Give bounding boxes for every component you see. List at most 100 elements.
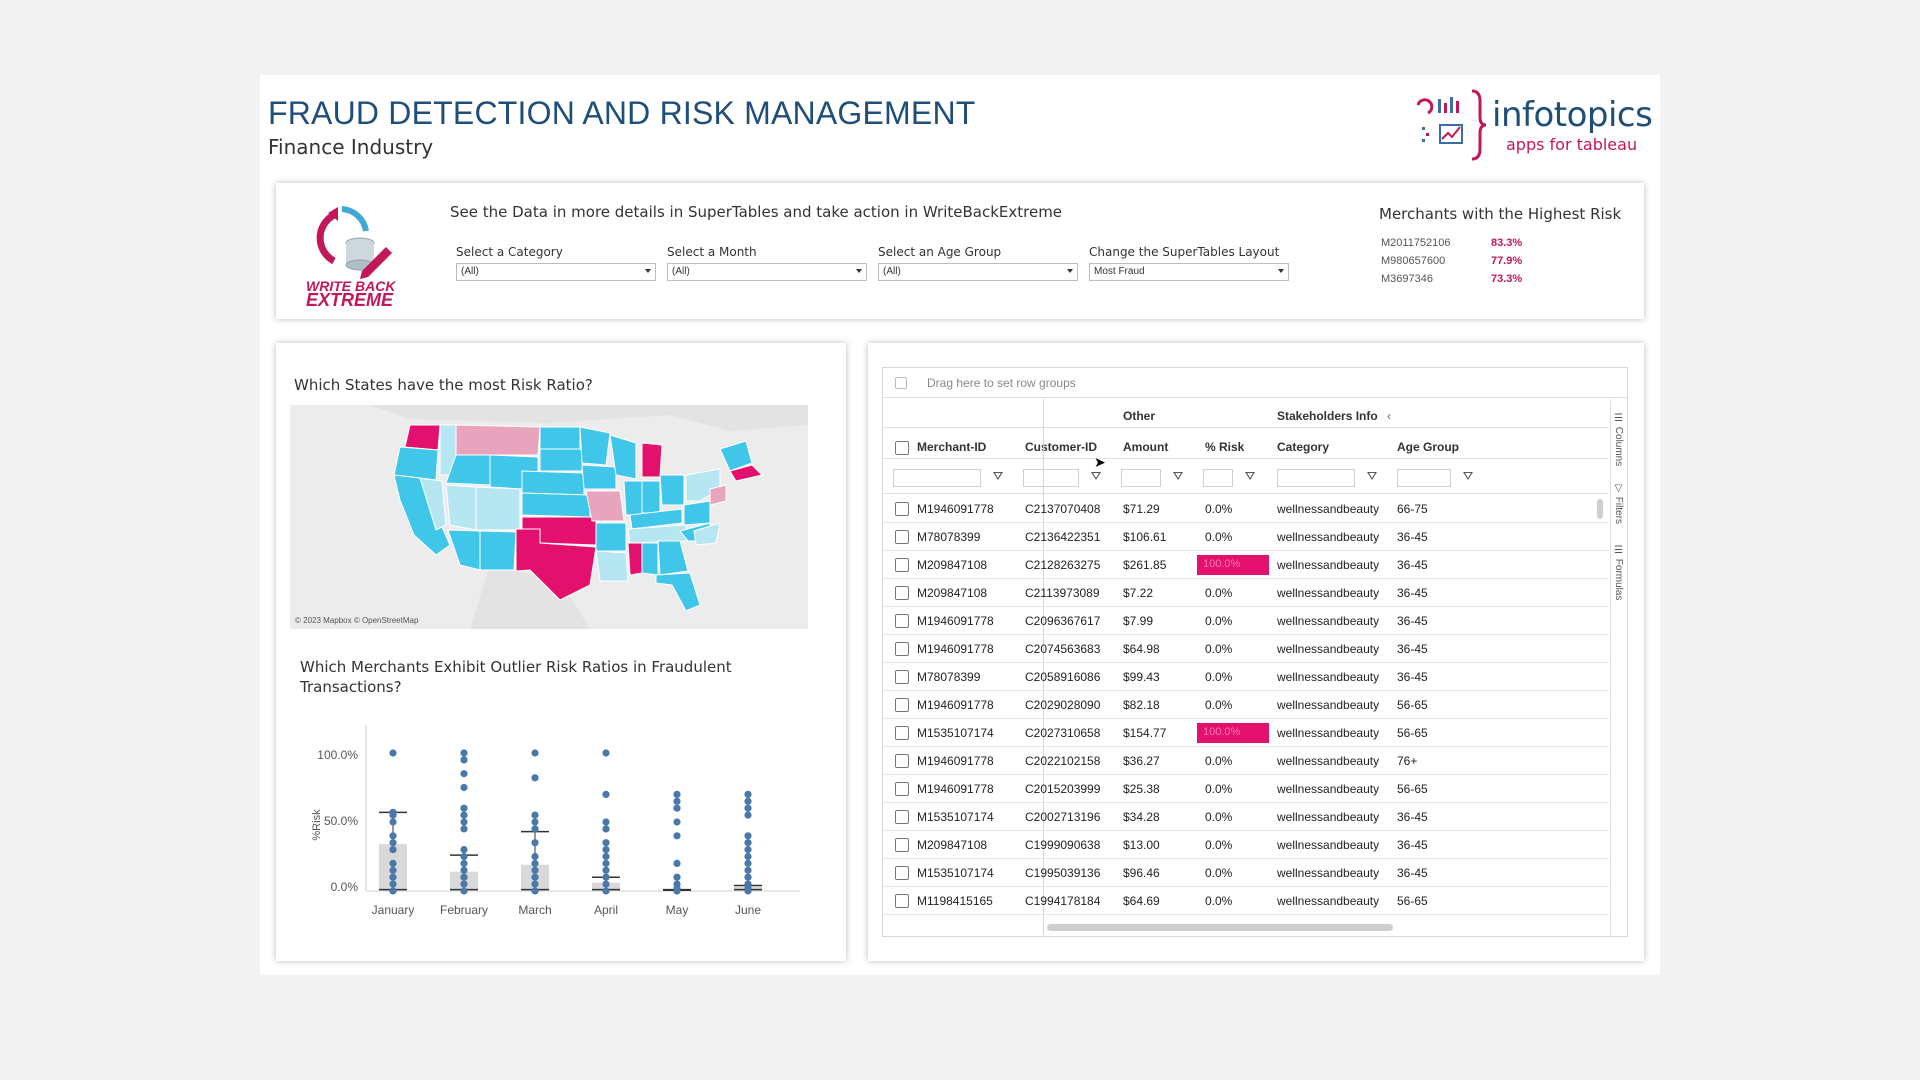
age-group-select[interactable]: (All) [878,263,1078,281]
row-checkbox[interactable] [895,558,909,572]
highest-risk-item[interactable]: M3697346 73.3% [1381,273,1522,285]
table-row[interactable]: M1946091778 C2137070408 $71.29 0.0% wellness… [883,495,1609,523]
row-checkbox[interactable] [895,838,909,852]
highest-risk-item[interactable]: M980657600 77.9% [1381,255,1522,267]
row-checkbox[interactable] [895,586,909,600]
amount-filter-input[interactable] [1121,469,1161,487]
columns-tool[interactable]: ☰ Columns [1613,413,1624,466]
data-point [531,852,539,861]
data-point [531,774,539,782]
column-header-merchant-id[interactable]: Merchant-ID [917,440,987,454]
select-all-checkbox[interactable] [895,441,909,455]
category-cell: wellnessandbeauty [1277,670,1380,684]
group-header-other[interactable]: Other [1123,409,1156,423]
layout-select[interactable]: Most Fraud [1089,263,1289,281]
row-checkbox[interactable] [895,642,909,656]
column-header-customer-id[interactable]: Customer-ID [1025,440,1098,454]
row-checkbox[interactable] [895,726,909,740]
risk-filter-input[interactable] [1203,469,1233,487]
column-header-age-group[interactable]: Age Group [1397,440,1459,454]
customer-id-cell: C2128263275 [1025,558,1101,572]
table-row[interactable]: M1535107174 C2027310658 $154.77 100.0% welln… [883,719,1609,747]
row-checkbox[interactable] [895,614,909,628]
filter-icon[interactable] [1091,472,1101,480]
category-cell: wellnessandbeauty [1277,810,1380,824]
filter-icon[interactable] [1245,472,1255,480]
table-row[interactable]: M1535107174 C2002713196 $34.28 0.0% wellness… [883,803,1609,831]
data-point [744,859,752,867]
risk-cell: 0.0% [1205,810,1233,824]
boxplot-marks [379,749,762,895]
row-checkbox[interactable] [895,530,909,544]
category-select[interactable]: (All) [456,263,656,281]
row-checkbox[interactable] [895,670,909,684]
age-group-filter: Select an Age Group (All) [878,245,1078,281]
filter-icon[interactable] [1367,472,1377,480]
filter-icon[interactable] [993,472,1003,480]
filter-icon[interactable] [1173,472,1183,480]
merchant-id: M980657600 [1381,255,1446,267]
boxplot-axes: %Risk 100.0% 50.0% 0.0% January February… [311,725,800,917]
column-header-category[interactable]: Category [1277,440,1330,454]
data-point [744,852,752,861]
table-row[interactable]: M1946091778 C2022102158 $36.27 0.0% wellness… [883,747,1609,775]
x-tick-label: March [518,903,551,917]
row-checkbox[interactable] [895,502,909,516]
table-row[interactable]: M78078399 C2136422351 $106.61 0.0% wellnessa… [883,523,1609,551]
data-point [673,873,681,881]
header-divider [883,427,1609,428]
row-checkbox[interactable] [895,866,909,880]
table-row[interactable]: M1535107174 C1995039136 $96.46 0.0% wellness… [883,859,1609,887]
row-group-dropzone[interactable]: Drag here to set row groups [883,368,1627,398]
table-row[interactable]: M1946091778 C2096367617 $7.99 0.0% wellnessa… [883,607,1609,635]
group-header-stakeholders[interactable]: Stakeholders Info ‹ [1277,409,1391,423]
row-checkbox[interactable] [895,894,909,908]
age-filter-input[interactable] [1397,469,1451,487]
merchant-filter-input[interactable] [893,469,981,487]
category-cell: wellnessandbeauty [1277,754,1380,768]
age-group-cell: 36-45 [1397,866,1428,880]
column-header-amount[interactable]: Amount [1123,440,1169,454]
table-row[interactable]: M1198415165 C1994178184 $64.69 0.0% wellness… [883,887,1609,915]
filter-icon[interactable] [1463,472,1473,480]
us-risk-map[interactable]: © 2023 Mapbox © OpenStreetMap [290,405,808,629]
customer-filter-input[interactable] [1023,469,1079,487]
risk-pct: 83.3% [1491,237,1523,249]
row-checkbox[interactable] [895,754,909,768]
filters-tool[interactable]: ▽ Filters [1613,483,1624,524]
age-group-cell: 36-45 [1397,670,1428,684]
formulas-tool[interactable]: ☰ Formulas [1613,545,1624,600]
customer-id-cell: C2029028090 [1025,698,1101,712]
category-filter-input[interactable] [1277,469,1355,487]
highest-risk-item[interactable]: M2011752106 83.3% [1381,237,1522,249]
table-row[interactable]: M1946091778 C2015203999 $25.38 0.0% wellness… [883,775,1609,803]
month-select[interactable]: (All) [667,263,867,281]
data-point [744,866,752,874]
panel-description: See the Data in more details in SuperTab… [450,203,1063,221]
row-checkbox[interactable] [895,810,909,824]
row-checkbox[interactable] [895,698,909,712]
table-row[interactable]: M209847108 C2128263275 $261.85 100.0% wellne… [883,551,1609,579]
infotopics-logo: infotopics apps for tableau [1410,85,1653,165]
column-header-risk[interactable]: % Risk [1205,440,1245,454]
data-point [744,804,752,812]
table-row[interactable]: M209847108 C2113973089 $7.22 0.0% wellnessan… [883,579,1609,607]
chevron-left-icon[interactable]: ‹ [1387,409,1392,423]
y-axis-label: %Risk [311,809,323,841]
data-point [744,797,752,805]
table-row[interactable]: M209847108 C1999090638 $13.00 0.0% wellnessa… [883,831,1609,859]
table-row[interactable]: M78078399 C2058916086 $99.43 0.0% wellnessan… [883,663,1609,691]
data-point [389,839,397,847]
data-point [673,859,681,867]
table-row[interactable]: M1946091778 C2029028090 $82.18 0.0% wellness… [883,691,1609,719]
merchant-id-cell: M1535107174 [917,810,994,824]
table-row[interactable]: M1946091778 C2074563683 $64.98 0.0% wellness… [883,635,1609,663]
data-point [460,887,468,895]
data-point [602,846,610,854]
row-checkbox[interactable] [895,782,909,796]
data-point [460,866,468,874]
dropdown-arrow-icon [645,269,651,273]
vertical-scrollbar[interactable] [1597,499,1603,519]
risk-cell-highlight: 100.0% [1197,555,1269,575]
horizontal-scrollbar[interactable] [1047,924,1393,931]
